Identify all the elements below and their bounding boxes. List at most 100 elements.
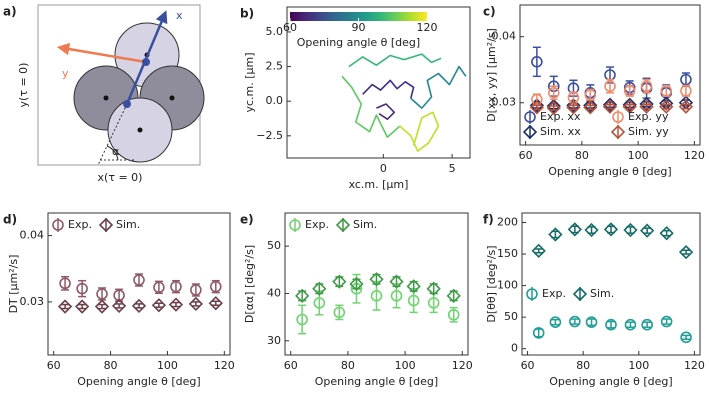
- x-tick-label: 0: [380, 162, 387, 175]
- marker: [678, 99, 694, 114]
- error-bar: [211, 279, 220, 294]
- marker: [532, 327, 545, 339]
- colorbar-tick-label: 60: [283, 21, 297, 34]
- x-tick-label: 120: [684, 149, 705, 162]
- panel-label: f): [483, 213, 494, 227]
- error-bar: [135, 273, 143, 287]
- y-tick-label: 5.0: [266, 25, 284, 38]
- marker: [547, 87, 560, 99]
- error-bar: [298, 290, 307, 302]
- marker: [585, 316, 598, 328]
- y-tick-label: 0.04: [492, 30, 517, 43]
- x-tick-label: 60: [284, 359, 298, 372]
- marker: [639, 96, 654, 112]
- marker: [369, 272, 384, 287]
- marker: [295, 288, 310, 303]
- diagram: a) x y y(τ = 0) x(τ = 0) α: [3, 4, 205, 184]
- marker: [680, 331, 692, 344]
- legend-label: Sim.: [590, 287, 614, 300]
- marker: [390, 290, 403, 302]
- dot: [137, 127, 143, 133]
- error-bar: [532, 104, 541, 111]
- colorbar: [290, 12, 427, 21]
- error-bar: [549, 105, 558, 111]
- marker: [605, 318, 617, 331]
- marker: [349, 276, 364, 292]
- plot-frame: [284, 212, 469, 356]
- panel-label: a): [3, 5, 17, 19]
- y-tick-label: 0.03: [20, 295, 45, 308]
- marker: [312, 281, 327, 296]
- marker: [426, 281, 441, 296]
- x-tick-label: 60: [519, 149, 533, 162]
- marker: [170, 280, 182, 293]
- error-bar: [682, 334, 691, 340]
- x-tick-label: 60: [47, 359, 61, 372]
- marker: [111, 298, 127, 314]
- error-bar: [135, 303, 143, 309]
- error-bar: [211, 300, 220, 306]
- marker: [641, 318, 653, 331]
- marker: [389, 274, 404, 289]
- marker: [447, 308, 460, 321]
- error-bar: [429, 283, 438, 295]
- trajectory: [362, 79, 415, 99]
- marker: [623, 222, 638, 238]
- dotted-line: [97, 103, 128, 166]
- error-bar: [534, 328, 543, 338]
- marker: [531, 243, 546, 258]
- colorbar-tick-label: 90: [352, 21, 366, 34]
- marker: [660, 315, 673, 328]
- marker: [583, 98, 598, 113]
- angle-arc: [106, 145, 119, 161]
- panel-label: b): [240, 7, 254, 21]
- marker: [680, 73, 692, 86]
- marker: [567, 222, 582, 237]
- marker: [623, 85, 636, 97]
- y-tick-label: 50: [267, 239, 281, 252]
- error-bar: [643, 227, 652, 234]
- error-bar: [643, 321, 652, 328]
- y-tick-label: 30: [267, 334, 281, 347]
- marker: [549, 316, 562, 328]
- error-bar: [61, 303, 70, 310]
- legend-label: Exp.: [68, 218, 92, 231]
- error-bar: [409, 280, 418, 292]
- panel-label: d): [3, 213, 17, 227]
- error-bar: [315, 283, 324, 295]
- error-bar: [551, 318, 560, 326]
- marker: [548, 227, 563, 242]
- marker: [209, 280, 222, 293]
- marker: [659, 226, 674, 241]
- y-tick-label: 150: [497, 247, 518, 260]
- marker: [57, 299, 73, 314]
- error-bar: [78, 303, 87, 310]
- plot-frame: [286, 6, 471, 159]
- error-bar: [115, 303, 124, 309]
- x-axis-title: Opening angle θ [deg]: [77, 375, 200, 388]
- colorbar-label: Opening angle θ [deg]: [297, 36, 420, 49]
- x-tick-label: 100: [628, 149, 649, 162]
- y-arrow-label: y: [62, 67, 69, 80]
- x-tick-label: 80: [341, 359, 355, 372]
- marker: [407, 294, 420, 307]
- y-axis-title: yc.m. [μm]: [243, 52, 256, 112]
- y-arrow: [56, 42, 147, 64]
- marker: [370, 290, 383, 302]
- marker: [427, 297, 440, 309]
- y-axis-title: D[θθ] [deg²/s]: [485, 245, 498, 322]
- marker: [622, 97, 637, 112]
- marker: [659, 99, 674, 114]
- x-arrow-label: x: [176, 9, 183, 22]
- marker: [602, 99, 618, 114]
- marker: [546, 100, 561, 116]
- x-tick-label: 5: [449, 162, 456, 175]
- marker: [190, 284, 202, 296]
- y-tick-label: 200: [497, 215, 518, 228]
- x-tick-label: 100: [395, 359, 416, 372]
- trajectory: [376, 103, 396, 120]
- marker: [604, 80, 616, 93]
- y-tick-label: 0.04: [20, 229, 45, 242]
- marker: [168, 297, 184, 312]
